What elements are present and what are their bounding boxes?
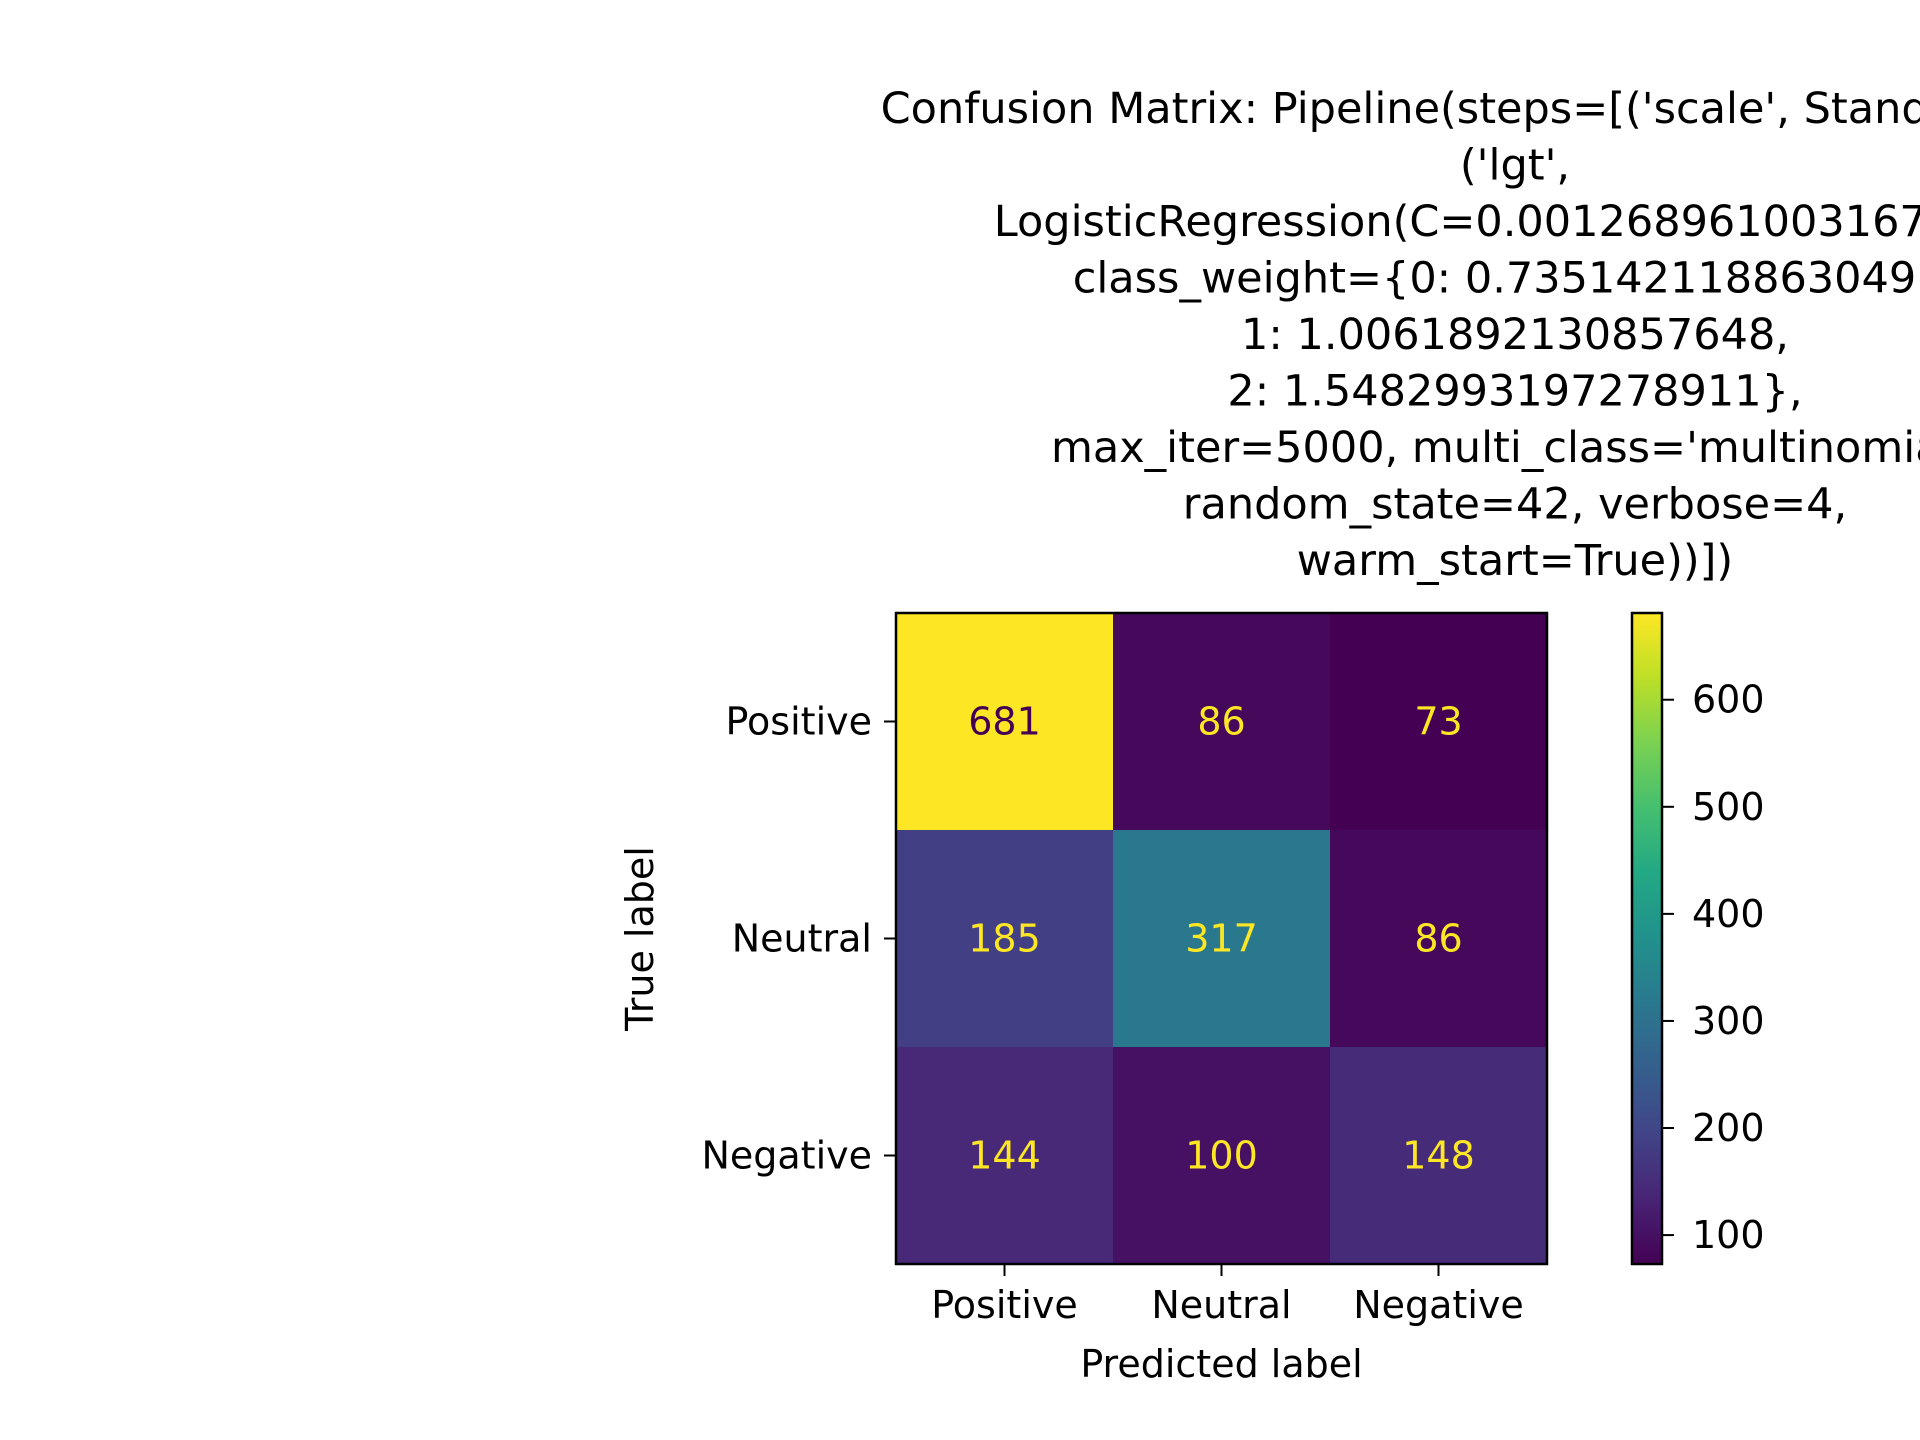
heatmap-cell xyxy=(1113,1047,1331,1265)
y-axis-ticks: Positive Neutral Negative xyxy=(701,700,896,1178)
x-axis-ticks: Positive Neutral Negative xyxy=(931,1264,1524,1327)
cell-value-labels: 681 86 73 185 317 86 144 100 148 xyxy=(968,700,1475,1178)
heatmap-cell xyxy=(1330,613,1548,831)
chart-title-line: 1: 1.0061892130857648, xyxy=(1241,310,1789,360)
cell-value-label: 86 xyxy=(1414,917,1462,961)
x-tick-label: Neutral xyxy=(1151,1283,1291,1327)
chart-title-line: warm_start=True))]) xyxy=(1297,536,1733,586)
cell-value-label: 681 xyxy=(968,700,1041,744)
cell-value-label: 144 xyxy=(968,1134,1041,1178)
heatmap-cell xyxy=(896,830,1114,1048)
heatmap-cell xyxy=(1113,830,1331,1048)
chart-title-line: ('lgt', xyxy=(1460,141,1570,191)
chart-title-line: random_state=42, verbose=4, xyxy=(1183,480,1847,530)
x-tick-label: Positive xyxy=(931,1283,1078,1327)
x-axis-label: Predicted label xyxy=(1080,1342,1362,1386)
colorbar-tick-label: 300 xyxy=(1692,999,1765,1043)
heatmap-cell xyxy=(1113,613,1331,831)
colorbar-tick-label: 200 xyxy=(1692,1106,1765,1150)
chart-title-line: LogisticRegression(C=0.00126896100316792… xyxy=(994,197,1920,247)
y-tick-label: Positive xyxy=(726,700,873,744)
y-tick-label: Negative xyxy=(701,1134,872,1178)
heatmap-cell xyxy=(1330,830,1548,1048)
cell-value-label: 100 xyxy=(1185,1134,1258,1178)
cell-value-label: 86 xyxy=(1197,700,1245,744)
heatmap-cell xyxy=(1330,1047,1548,1265)
heatmap-cell xyxy=(896,613,1114,831)
cell-value-label: 185 xyxy=(968,917,1041,961)
cell-value-label: 148 xyxy=(1402,1134,1475,1178)
colorbar-tick-label: 500 xyxy=(1692,785,1765,829)
colorbar-tick-label: 400 xyxy=(1692,892,1765,936)
heatmap-cells xyxy=(896,613,1548,1265)
chart-title: Confusion Matrix: Pipeline(steps=[('scal… xyxy=(881,84,1920,586)
chart-title-line: Confusion Matrix: Pipeline(steps=[('scal… xyxy=(881,84,1920,134)
y-axis-label: True label xyxy=(618,846,662,1032)
chart-title-line: max_iter=5000, multi_class='multinomial'… xyxy=(1051,423,1920,473)
heatmap-cell xyxy=(896,1047,1114,1265)
chart-title-line: 2: 1.5482993197278911}, xyxy=(1227,367,1802,417)
y-tick-label: Neutral xyxy=(732,917,872,961)
cell-value-label: 73 xyxy=(1414,700,1462,744)
x-tick-label: Negative xyxy=(1353,1283,1524,1327)
cell-value-label: 317 xyxy=(1185,917,1258,961)
colorbar-ticks: 100 200 300 400 500 600 xyxy=(1662,678,1765,1257)
colorbar xyxy=(1630,611,1664,1266)
colorbar-tick-label: 600 xyxy=(1692,678,1765,722)
chart-title-line: class_weight={0: 0.7351421188630491, xyxy=(1073,254,1920,304)
colorbar-tick-label: 100 xyxy=(1692,1213,1765,1257)
